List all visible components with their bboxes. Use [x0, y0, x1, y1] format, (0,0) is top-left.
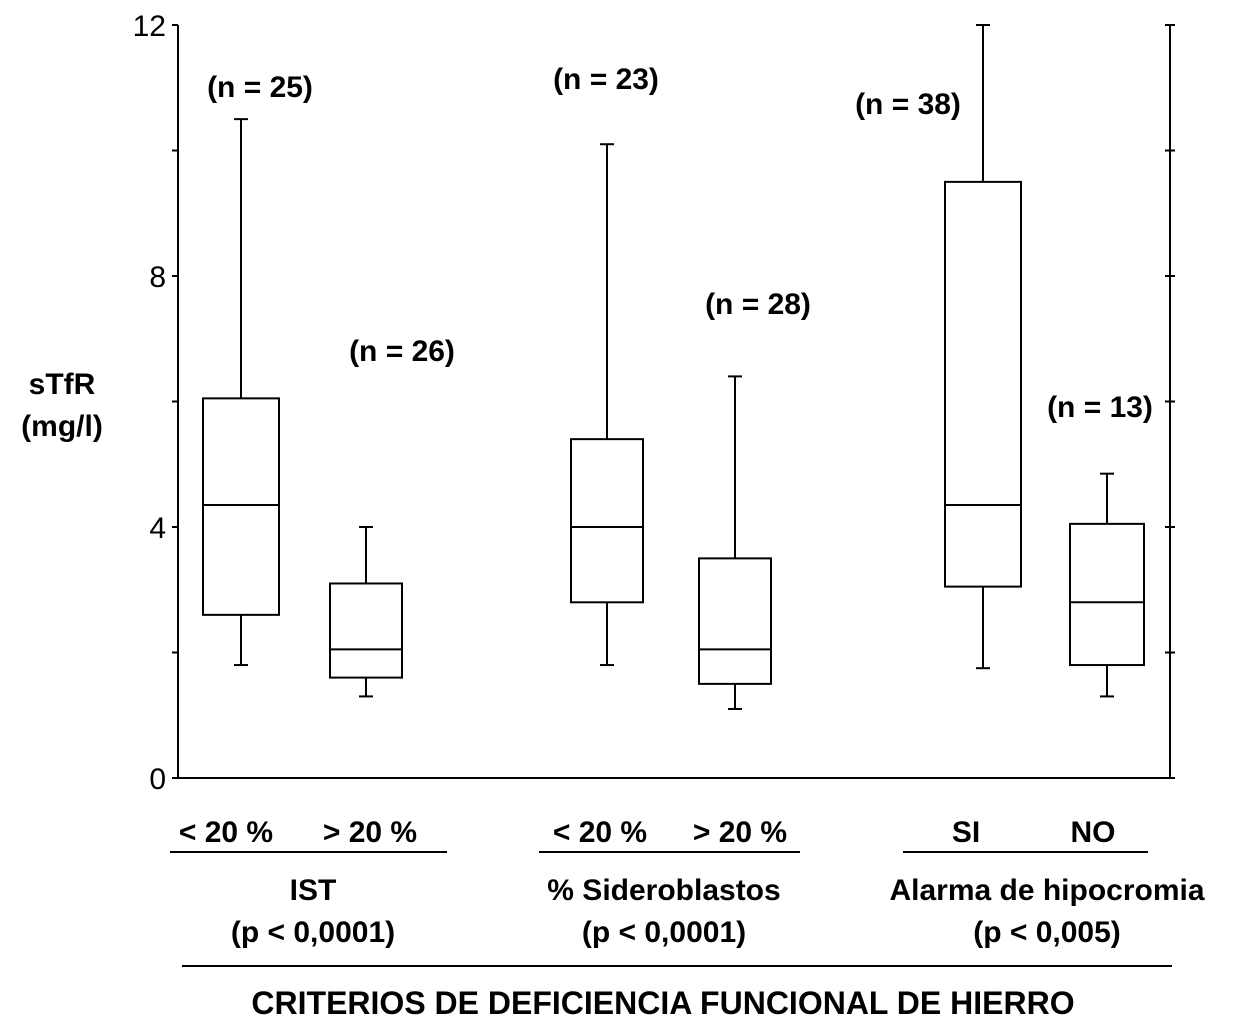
- box-iqr: [698, 557, 772, 685]
- x-axis-title: CRITERIOS DE DEFICIENCIA FUNCIONAL DE HI…: [251, 985, 1074, 1021]
- box-iqr: [329, 582, 403, 679]
- y-axis: 0 4 8 12: [133, 10, 1175, 796]
- x-labels: < 20 % > 20 % IST (p < 0,0001) < 20 % > 20 %%…: [170, 816, 1205, 967]
- category-label: NO: [1071, 816, 1116, 849]
- y-tick-label: 12: [133, 10, 166, 43]
- category-label: > 20 %: [693, 816, 787, 849]
- group-name: Alarma de hipocromia: [889, 874, 1204, 907]
- box-iqr: [570, 438, 644, 604]
- y-tick-label: 8: [149, 261, 166, 294]
- boxes-layer: (n = 25) (n = 26) (n = 23) (n = 28) (n = 38)…: [202, 24, 1153, 710]
- box-1-0: (n = 23): [553, 63, 659, 667]
- box-2-0: (n = 38): [855, 24, 1022, 670]
- y-axis-label-line1: sTfR: [29, 368, 96, 401]
- box-2-1: (n = 13): [1047, 391, 1153, 698]
- y-tick-label: 0: [149, 763, 166, 796]
- n-label: (n = 13): [1047, 391, 1153, 424]
- y-axis-label-line2: (mg/l): [21, 410, 103, 443]
- group-name: IST: [290, 874, 337, 907]
- group-name: % Sideroblastos: [547, 874, 780, 907]
- group-pvalue: (p < 0,0001): [582, 916, 746, 949]
- box-0-1: (n = 26): [329, 335, 455, 698]
- category-label: SI: [952, 816, 980, 849]
- box-iqr: [202, 397, 280, 616]
- category-label: < 20 %: [179, 816, 273, 849]
- box-iqr: [944, 180, 1022, 588]
- category-label: < 20 %: [553, 816, 647, 849]
- box-iqr: [1069, 522, 1145, 667]
- box-0-0: (n = 25): [202, 71, 313, 667]
- n-label: (n = 25): [207, 71, 313, 104]
- category-label: > 20 %: [323, 816, 417, 849]
- n-label: (n = 28): [705, 288, 811, 321]
- box-1-1: (n = 28): [698, 288, 811, 710]
- group-pvalue: (p < 0,005): [973, 916, 1121, 949]
- y-tick-label: 4: [149, 512, 166, 545]
- n-label: (n = 26): [349, 335, 455, 368]
- n-label: (n = 23): [553, 63, 659, 96]
- group-pvalue: (p < 0,0001): [231, 916, 395, 949]
- n-label: (n = 38): [855, 88, 961, 121]
